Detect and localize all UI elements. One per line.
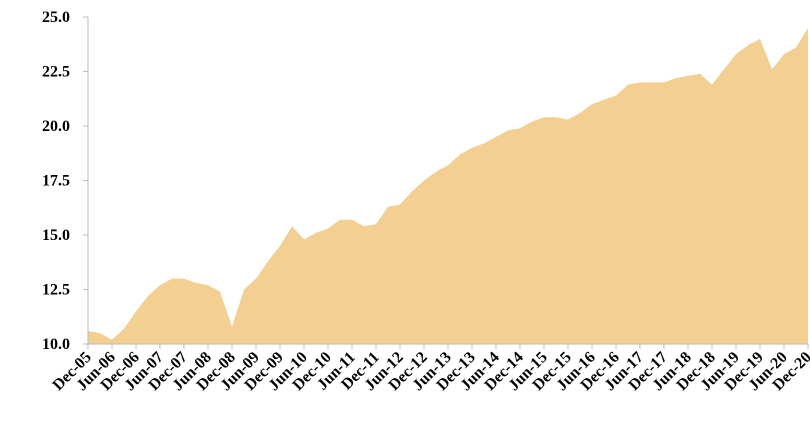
y-tick-label: 25.0 [42,9,70,26]
y-tick-label: 10.0 [42,336,70,353]
y-tick-label: 15.0 [42,227,70,244]
area [88,27,808,345]
y-tick-label: 20.0 [42,118,70,135]
y-tick-label: 22.5 [42,64,70,81]
y-tick-label: 17.5 [42,173,70,190]
y-tick-label: 12.5 [42,282,70,299]
